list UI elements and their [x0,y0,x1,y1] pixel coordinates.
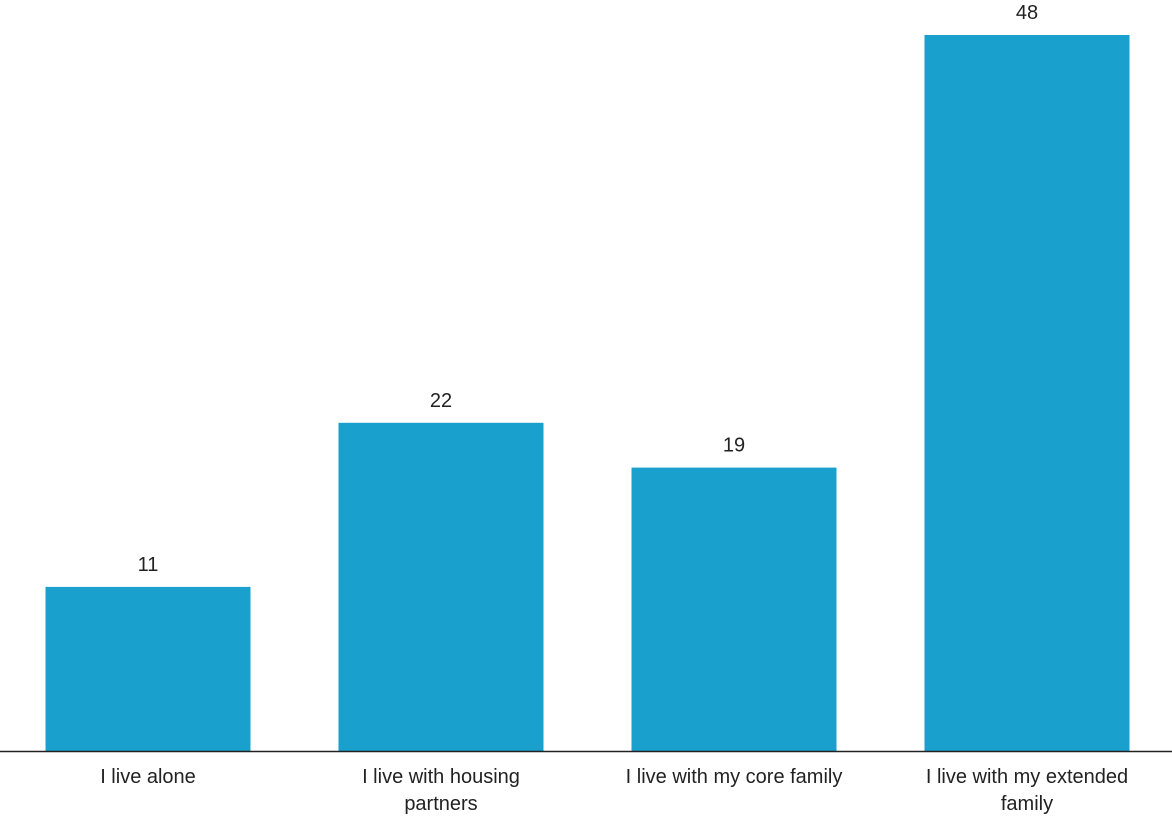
bar [631,467,837,751]
bar [924,35,1130,751]
data-label: 22 [430,390,452,412]
data-label: 48 [1016,2,1038,24]
data-label: 19 [723,435,745,457]
bar [45,586,251,751]
bar [338,422,544,751]
data-label: 11 [138,554,159,576]
x-tick-label: I live with housing [362,766,520,788]
value-labels-group: 11 22 19 48 [138,2,1039,576]
x-tick-label: partners [404,793,477,815]
category-labels-group: I live alone I live with housing partners I… [100,766,1128,815]
x-tick-label: I live with my extended [926,766,1128,788]
bars-group [45,35,1130,751]
x-tick-label: I live with my core family [626,766,843,788]
x-tick-label: family [1001,793,1053,815]
x-tick-label: I live alone [100,766,196,788]
